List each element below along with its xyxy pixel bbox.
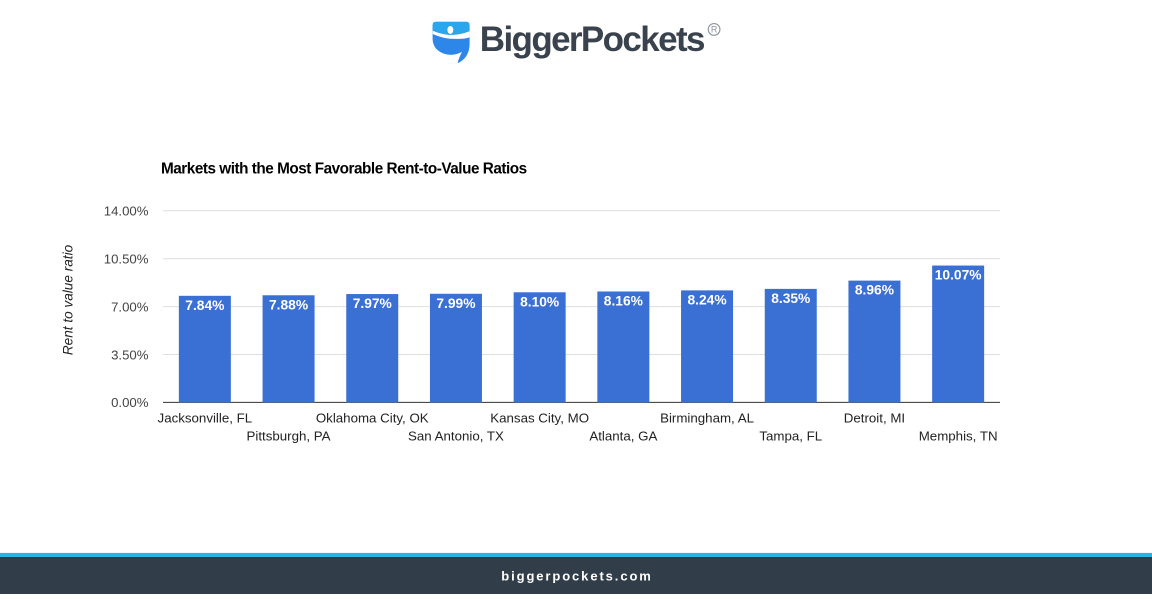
- svg-text:San Antonio, TX: San Antonio, TX: [408, 429, 504, 444]
- svg-text:Detroit, MI: Detroit, MI: [844, 410, 905, 425]
- svg-text:BiggerPockets: BiggerPockets: [480, 20, 705, 59]
- svg-text:8.10%: 8.10%: [520, 294, 559, 309]
- svg-text:Markets with the Most Favorabl: Markets with the Most Favorable Rent-to-…: [161, 160, 527, 177]
- svg-text:Birmingham, AL: Birmingham, AL: [660, 410, 754, 425]
- svg-text:8.24%: 8.24%: [687, 292, 726, 307]
- svg-text:8.35%: 8.35%: [771, 291, 810, 306]
- svg-text:10.50%: 10.50%: [104, 252, 149, 267]
- svg-text:7.00%: 7.00%: [111, 299, 149, 314]
- svg-text:0.00%: 0.00%: [111, 395, 149, 410]
- svg-text:8.96%: 8.96%: [855, 283, 894, 298]
- svg-text:7.84%: 7.84%: [185, 298, 224, 313]
- svg-text:8.16%: 8.16%: [604, 293, 643, 308]
- svg-text:Atlanta, GA: Atlanta, GA: [589, 429, 657, 444]
- svg-text:Jacksonville, FL: Jacksonville, FL: [158, 410, 253, 425]
- svg-text:7.99%: 7.99%: [436, 296, 475, 311]
- svg-text:Rent to value ratio: Rent to value ratio: [61, 244, 76, 355]
- svg-text:Kansas City, MO: Kansas City, MO: [490, 410, 589, 425]
- svg-text:R: R: [711, 25, 718, 35]
- svg-text:Oklahoma City, OK: Oklahoma City, OK: [316, 410, 429, 425]
- svg-text:biggerpockets.com: biggerpockets.com: [501, 569, 653, 584]
- svg-text:14.00%: 14.00%: [104, 204, 149, 219]
- svg-text:10.07%: 10.07%: [935, 268, 982, 283]
- svg-text:Memphis, TN: Memphis, TN: [919, 429, 998, 444]
- svg-text:7.88%: 7.88%: [269, 297, 308, 312]
- svg-text:7.97%: 7.97%: [353, 296, 392, 311]
- svg-text:Tampa, FL: Tampa, FL: [759, 429, 822, 444]
- svg-text:3.50%: 3.50%: [111, 347, 149, 362]
- svg-text:Pittsburgh, PA: Pittsburgh, PA: [247, 429, 331, 444]
